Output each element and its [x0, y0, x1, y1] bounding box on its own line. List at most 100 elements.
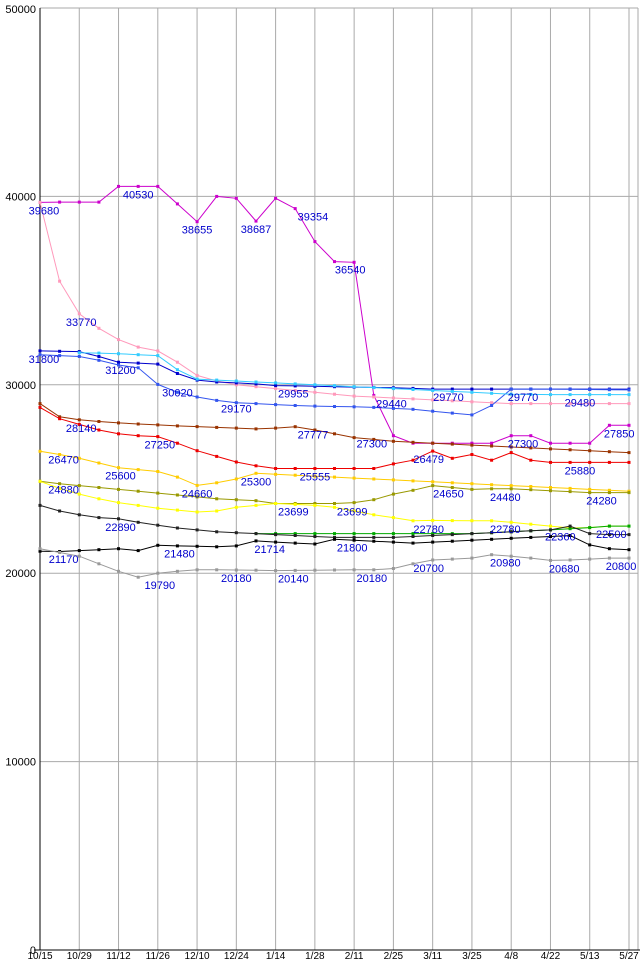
x-axis-label: 11/26	[146, 951, 171, 960]
data-point	[509, 554, 513, 558]
data-point	[450, 481, 454, 485]
data-point	[195, 395, 199, 399]
data-point	[215, 530, 219, 534]
data-point	[38, 549, 42, 553]
data-point	[156, 523, 160, 527]
data-point	[156, 423, 160, 427]
data-point	[195, 495, 199, 499]
data-point	[431, 441, 435, 445]
data-point	[97, 486, 101, 489]
data-point	[470, 519, 474, 523]
data-point	[391, 396, 395, 400]
data-point	[549, 447, 552, 451]
x-axis-label: 12/24	[224, 951, 249, 960]
data-point	[274, 384, 278, 388]
data-point	[175, 424, 179, 428]
data-point	[549, 441, 552, 445]
series-cyan	[77, 351, 631, 397]
data-point	[38, 479, 42, 483]
data-point	[588, 388, 592, 391]
data-point	[411, 397, 415, 401]
data-point	[215, 509, 219, 513]
data-point	[175, 493, 179, 497]
data-point	[549, 558, 552, 562]
data-point	[136, 361, 140, 365]
data-point	[38, 402, 42, 406]
data-point	[411, 440, 415, 444]
data-point	[627, 491, 631, 495]
data-point	[607, 491, 611, 495]
data-point	[254, 219, 258, 223]
data-point	[97, 351, 101, 355]
y-axis-label: 40000	[5, 191, 36, 203]
data-point	[313, 428, 317, 432]
data-point	[234, 196, 238, 200]
data-point	[549, 393, 552, 397]
data-point	[490, 458, 494, 462]
data-point	[431, 480, 435, 484]
data-point	[58, 453, 62, 456]
value-label: 27300	[357, 439, 388, 451]
data-point	[97, 358, 101, 362]
data-point	[470, 453, 474, 456]
data-point	[136, 422, 140, 426]
data-point	[529, 402, 533, 406]
data-point	[431, 398, 435, 402]
data-point	[588, 441, 592, 445]
data-point	[38, 353, 42, 357]
data-point	[411, 562, 415, 566]
data-point	[156, 506, 160, 510]
series-green-line	[256, 525, 629, 535]
data-point	[568, 486, 572, 490]
value-label: 21170	[49, 554, 79, 566]
data-point	[234, 381, 238, 385]
data-point	[588, 532, 592, 536]
value-label: 20140	[278, 574, 309, 586]
data-point	[391, 387, 395, 391]
data-point	[234, 505, 238, 509]
data-point	[490, 531, 494, 535]
data-point	[313, 474, 317, 478]
data-point	[136, 434, 140, 438]
data-point	[568, 534, 572, 537]
data-point	[588, 557, 592, 561]
value-label: 28140	[66, 423, 97, 435]
data-point	[293, 389, 297, 392]
value-label: 25300	[241, 476, 272, 488]
data-point	[156, 491, 160, 495]
data-point	[77, 554, 81, 558]
data-point	[627, 548, 631, 552]
data-point	[352, 476, 356, 480]
value-label: 36540	[335, 265, 366, 277]
value-label: 20980	[490, 558, 521, 570]
data-point	[391, 535, 395, 539]
data-point	[627, 388, 631, 392]
data-point	[38, 349, 42, 353]
data-point	[352, 436, 356, 440]
data-point	[627, 423, 631, 427]
data-point	[509, 530, 513, 534]
data-point	[607, 388, 611, 392]
value-label: 40530	[123, 189, 154, 201]
data-point	[352, 532, 356, 536]
data-point	[97, 355, 101, 358]
data-point	[117, 360, 120, 364]
data-point	[58, 482, 62, 486]
data-point	[313, 383, 317, 387]
y-axis-label: 50000	[5, 4, 36, 16]
data-point	[234, 544, 238, 548]
data-point	[490, 444, 494, 448]
data-point	[470, 532, 474, 536]
data-point	[411, 458, 415, 462]
data-point	[215, 398, 219, 402]
data-point	[136, 468, 140, 472]
data-point	[293, 404, 297, 407]
data-point	[529, 556, 533, 560]
data-point	[175, 569, 179, 573]
data-point	[450, 399, 454, 403]
series-maroon-line	[39, 403, 630, 454]
data-point	[529, 392, 533, 396]
value-label: 22780	[490, 524, 521, 536]
value-label: 39354	[298, 212, 329, 224]
